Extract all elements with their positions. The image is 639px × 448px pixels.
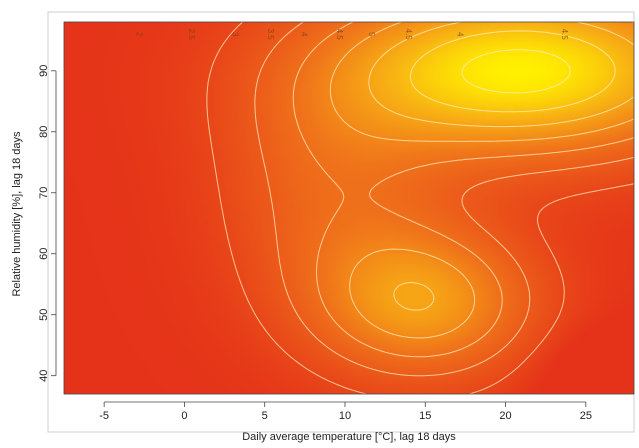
x-tick-label: 15 [419,410,431,422]
contour-line-3 [292,22,634,358]
contour-line-5 [461,49,571,94]
contour-label: 4.5 [335,29,344,41]
contour-label: 4 [300,32,309,37]
contour-label: 2 [134,32,143,37]
contour-label: 4.5 [560,29,569,41]
contour-label: 3 [231,32,240,37]
y-tick-label: 40 [38,370,50,382]
contour-lines [206,22,634,394]
x-tick-label: 25 [580,410,592,422]
contour-line-2-5 [254,22,634,377]
contour-label: 3.5 [266,29,275,41]
y-tick-label: 60 [38,248,50,260]
y-tick-label: 90 [38,65,50,77]
contour-line-4 [368,22,634,311]
y-tick-label: 50 [38,309,50,321]
contour-label: 5 [367,32,376,37]
x-tick-label: 10 [339,410,351,422]
contour-label: 4 [455,32,464,37]
x-tick-label: 20 [499,410,511,422]
x-tick-label: -5 [99,410,109,422]
contour-label: 4.5 [404,29,413,41]
contour-line-4-5 [409,30,616,113]
contour-line-2 [206,22,634,394]
contour-labels: 2 2.5 3 3.5 4 4.5 5 4.5 4 4.5 [134,29,568,41]
x-axis: -5 0 5 10 15 20 25 [99,401,592,422]
x-tick-label: 0 [181,410,187,422]
heatmap-surface [64,22,634,394]
y-axis-title: Relative humidity [%], lag 18 days [11,131,23,297]
y-tick-label: 80 [38,126,50,138]
y-axis: 40 50 60 70 80 90 [38,65,57,382]
contour-label: 2.5 [187,29,196,41]
y-tick-label: 70 [38,187,50,199]
x-tick-label: 5 [262,410,268,422]
plot-border [63,21,635,395]
contour-line-3-5 [329,22,634,339]
x-axis-title: Daily average temperature [°C], lag 18 d… [242,431,456,443]
